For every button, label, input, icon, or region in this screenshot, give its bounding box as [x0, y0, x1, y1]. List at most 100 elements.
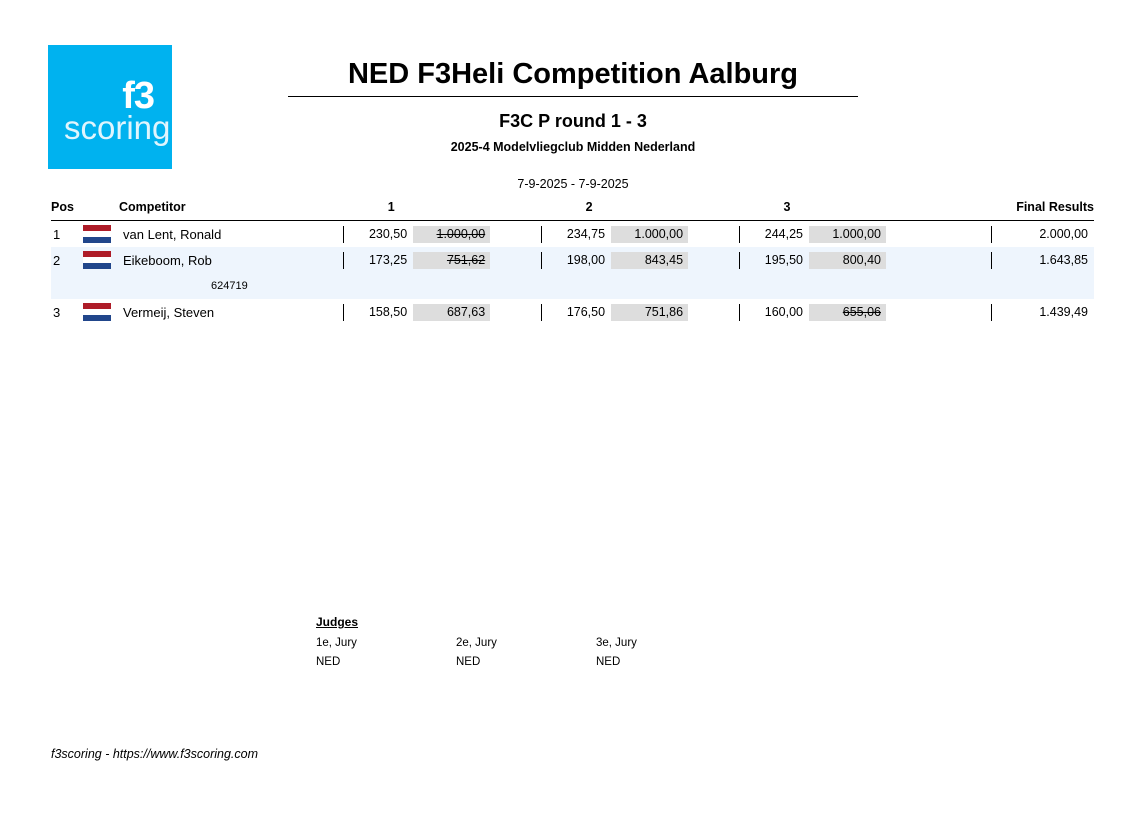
- column-separator: [991, 303, 992, 321]
- row-spacer: [886, 247, 986, 273]
- judge-country: NED: [456, 656, 481, 668]
- column-separator: [739, 251, 740, 269]
- column-header-round-2: 2: [585, 200, 593, 214]
- judges-heading: Judges: [316, 615, 359, 629]
- round-3-scores: 160,00 655,06: [688, 299, 886, 325]
- judge-country: NED: [596, 656, 621, 668]
- flag-netherlands-icon: [83, 224, 111, 244]
- flag-netherlands-icon: [83, 302, 111, 322]
- round-2-raw-score: 176,50: [566, 304, 606, 319]
- competitor-name: Vermeij, Steven: [123, 304, 215, 320]
- round-2-scores: 176,50 751,86: [490, 299, 689, 325]
- note-spacer-4: [886, 273, 986, 299]
- round-3-raw-score: 244,25: [764, 226, 803, 241]
- table-row[interactable]: 3 Vermeij, Steven 158,50 687,63: [51, 299, 1094, 325]
- country-flag-nl: [81, 299, 119, 325]
- round-3-scores: 244,25 1.000,00: [688, 221, 886, 248]
- page-footer: f3scoring - https://www.f3scoring.com: [51, 747, 259, 761]
- judge-country: NED: [316, 656, 341, 668]
- column-header-round-1: 1: [387, 200, 395, 214]
- round-2-normalized-score: 751,86: [611, 303, 689, 321]
- round-2-raw-score: 198,00: [566, 252, 606, 267]
- round-2-normalized-score: 843,45: [611, 251, 689, 269]
- country-flag-nl: [81, 247, 119, 273]
- round-3-scores: 195,50 800,40: [688, 247, 886, 273]
- country-flag-nl: [81, 221, 119, 248]
- column-separator: [541, 251, 543, 269]
- organizer-line: 2025-4 Modelvliegclub Midden Nederland: [450, 140, 696, 154]
- final-result-cell: 2.000,00: [986, 221, 1094, 248]
- column-separator: [343, 225, 345, 243]
- logo-scoring-text: scoring: [64, 109, 171, 146]
- column-separator: [739, 303, 740, 321]
- results-table-body: 1 van Lent, Ronald 230,50 1.000,00: [51, 221, 1094, 326]
- flag-netherlands-icon: [83, 250, 111, 270]
- round-2-raw-score: 234,75: [566, 226, 606, 241]
- event-subtitle: F3C P round 1 - 3: [499, 111, 647, 131]
- final-result-cell: 1.439,49: [986, 299, 1094, 325]
- competitor-name: van Lent, Ronald: [123, 226, 222, 242]
- judge-name: 3e, Jury: [596, 637, 637, 649]
- round-1-raw-score: 230,50: [368, 226, 408, 241]
- column-separator: [343, 303, 345, 321]
- table-row[interactable]: 2 Eikeboom, Rob 173,25 751,62: [51, 247, 1094, 273]
- judge-name: 2e, Jury: [456, 637, 497, 649]
- round-3-raw-score: 195,50: [764, 252, 803, 267]
- column-header-pos: Pos: [51, 200, 74, 214]
- column-separator: [541, 303, 543, 321]
- f3scoring-logo: f3 scoring: [48, 45, 172, 169]
- note-spacer-5: [986, 273, 1094, 299]
- event-dates: 7-9-2025 - 7-9-2025: [517, 177, 629, 191]
- judges-section: Judges 1e, Jury NED 2e, Jury NED 3e, Jur…: [316, 614, 736, 672]
- column-header-flag: [81, 200, 119, 220]
- round-3-raw-score: 160,00: [764, 304, 803, 319]
- row-position: 2: [51, 247, 81, 273]
- column-header-competitor: Competitor: [119, 200, 186, 214]
- round-1-normalized-score: 751,62: [413, 251, 491, 269]
- judge-entry-2: 2e, Jury NED: [456, 634, 596, 672]
- competitor-note: 624719: [51, 273, 293, 299]
- note-spacer-2: [490, 273, 689, 299]
- round-1-scores: 173,25 751,62: [292, 247, 491, 273]
- round-3-normalized-score: 655,06: [809, 303, 886, 321]
- column-separator: [541, 225, 543, 243]
- round-1-normalized-score: 1.000,00: [413, 225, 491, 243]
- header-divider: [51, 220, 1094, 221]
- final-result-value: 2.000,00: [1039, 226, 1088, 241]
- column-separator: [739, 225, 740, 243]
- column-separator: [991, 251, 992, 269]
- round-1-scores: 158,50 687,63: [292, 299, 491, 325]
- competitor-name: Eikeboom, Rob: [119, 247, 293, 273]
- logo-f3-text: f3: [122, 75, 155, 117]
- row-position: 3: [53, 304, 61, 320]
- table-header-row: Pos Competitor 1 2 3 Final Results: [51, 200, 1094, 220]
- round-3-normalized-score: 1.000,00: [809, 225, 886, 243]
- results-table: Pos Competitor 1 2 3 Final Results 1: [51, 200, 1094, 325]
- page-title: NED F3Heli Competition Aalburg: [347, 58, 799, 90]
- note-spacer-3: [688, 273, 886, 299]
- round-2-normalized-score: 1.000,00: [611, 225, 689, 243]
- round-2-scores: 234,75 1.000,00: [490, 221, 689, 248]
- final-result-value: 1.439,49: [1039, 304, 1088, 319]
- row-spacer: [886, 299, 986, 325]
- column-header-round-3: 3: [783, 200, 791, 214]
- column-header-spacer: [886, 200, 986, 220]
- round-1-raw-score: 173,25: [368, 252, 408, 267]
- round-1-scores: 230,50 1.000,00: [292, 221, 491, 248]
- final-result-value: 1.643,85: [1039, 252, 1088, 267]
- column-separator: [343, 251, 345, 269]
- round-2-scores: 198,00 843,45: [490, 247, 689, 273]
- header-divider-row: [51, 220, 1094, 221]
- round-3-normalized-score: 800,40: [809, 251, 886, 269]
- round-1-raw-score: 158,50: [368, 304, 408, 319]
- title-divider: [288, 96, 858, 97]
- column-header-final: Final Results: [1016, 200, 1094, 214]
- row-spacer: [886, 221, 986, 248]
- judge-name: 1e, Jury: [316, 637, 357, 649]
- round-1-normalized-score: 687,63: [413, 303, 491, 321]
- table-row[interactable]: 1 van Lent, Ronald 230,50 1.000,00: [51, 221, 1094, 248]
- column-separator: [991, 225, 992, 243]
- note-spacer-1: [292, 273, 491, 299]
- row-position: 1: [53, 226, 61, 242]
- table-row-note: 624719: [51, 273, 1094, 299]
